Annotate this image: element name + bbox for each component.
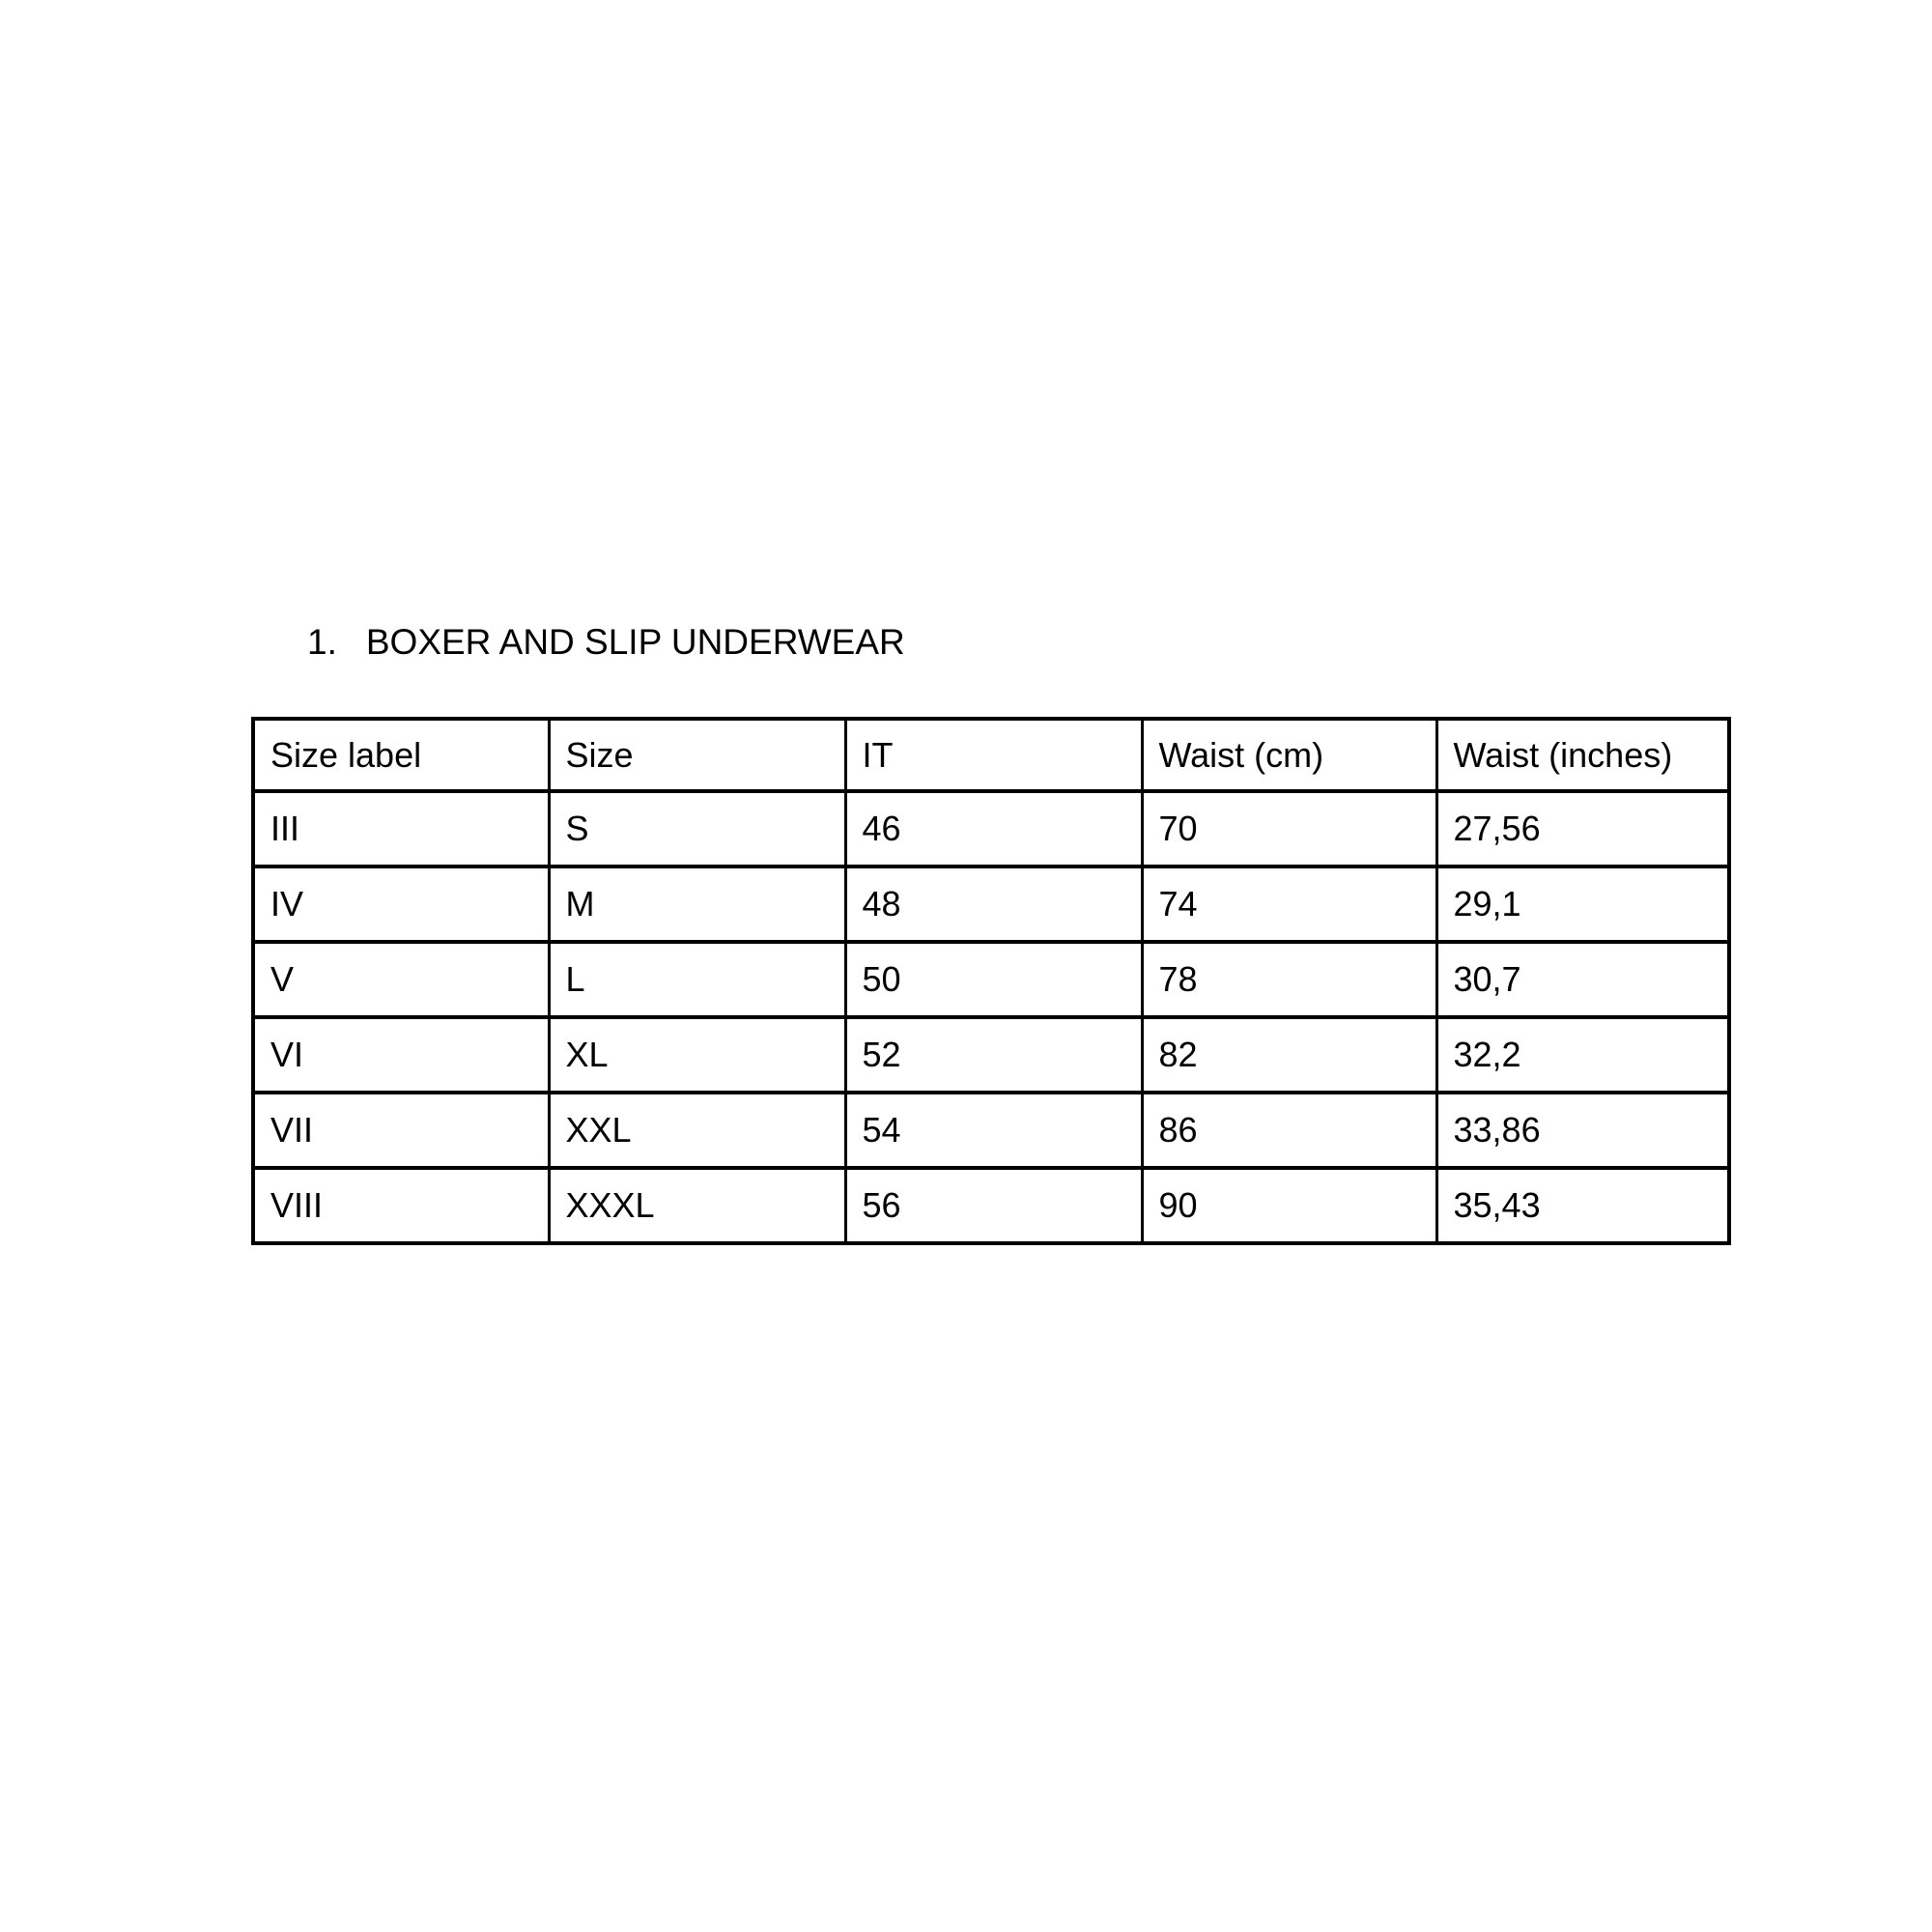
table-row: VII XXL 54 86 33,86 <box>251 1091 1731 1170</box>
table-cell: VII <box>251 1091 551 1170</box>
table-cell: M <box>547 865 847 944</box>
table-cell: XXXL <box>547 1166 847 1245</box>
table-cell: 32,2 <box>1435 1015 1731 1094</box>
table-row: VIII XXXL 56 90 35,43 <box>251 1166 1731 1245</box>
table-cell: 52 <box>843 1015 1144 1094</box>
table-cell: 29,1 <box>1435 865 1731 944</box>
column-header-waist-cm: Waist (cm) <box>1140 717 1438 793</box>
column-header-size: Size <box>547 717 847 793</box>
table-cell: XXL <box>547 1091 847 1170</box>
table-cell: V <box>251 940 551 1019</box>
table-row: III S 46 70 27,56 <box>251 789 1731 868</box>
column-header-size-label: Size label <box>251 717 551 793</box>
table-cell: L <box>547 940 847 1019</box>
table-cell: XL <box>547 1015 847 1094</box>
table-cell: IV <box>251 865 551 944</box>
column-header-it: IT <box>843 717 1144 793</box>
section-heading: 1. BOXER AND SLIP UNDERWEAR <box>307 622 905 664</box>
heading-text: BOXER AND SLIP UNDERWEAR <box>365 622 905 662</box>
table-row: V L 50 78 30,7 <box>251 940 1731 1019</box>
size-table: Size label Size IT Waist (cm) Waist (inc… <box>251 717 1731 1245</box>
table-cell: VI <box>251 1015 551 1094</box>
table-cell: III <box>251 789 551 868</box>
table-cell: 70 <box>1140 789 1438 868</box>
table-cell: 86 <box>1140 1091 1438 1170</box>
table-cell: S <box>547 789 847 868</box>
table-cell: 33,86 <box>1435 1091 1731 1170</box>
table-cell: 46 <box>843 789 1144 868</box>
table-cell: 35,43 <box>1435 1166 1731 1245</box>
table-cell: 56 <box>843 1166 1144 1245</box>
table-cell: 74 <box>1140 865 1438 944</box>
table-cell: 54 <box>843 1091 1144 1170</box>
table-header-row: Size label Size IT Waist (cm) Waist (inc… <box>251 717 1731 793</box>
table-row: IV M 48 74 29,1 <box>251 865 1731 944</box>
column-header-waist-inches: Waist (inches) <box>1435 717 1731 793</box>
table-cell: 90 <box>1140 1166 1438 1245</box>
table-cell: 50 <box>843 940 1144 1019</box>
table-cell: 78 <box>1140 940 1438 1019</box>
table-cell: 48 <box>843 865 1144 944</box>
table-cell: 30,7 <box>1435 940 1731 1019</box>
table-row: VI XL 52 82 32,2 <box>251 1015 1731 1094</box>
table-cell: 27,56 <box>1435 789 1731 868</box>
table-cell: VIII <box>251 1166 551 1245</box>
table-cell: 82 <box>1140 1015 1438 1094</box>
heading-number: 1. <box>307 622 337 662</box>
